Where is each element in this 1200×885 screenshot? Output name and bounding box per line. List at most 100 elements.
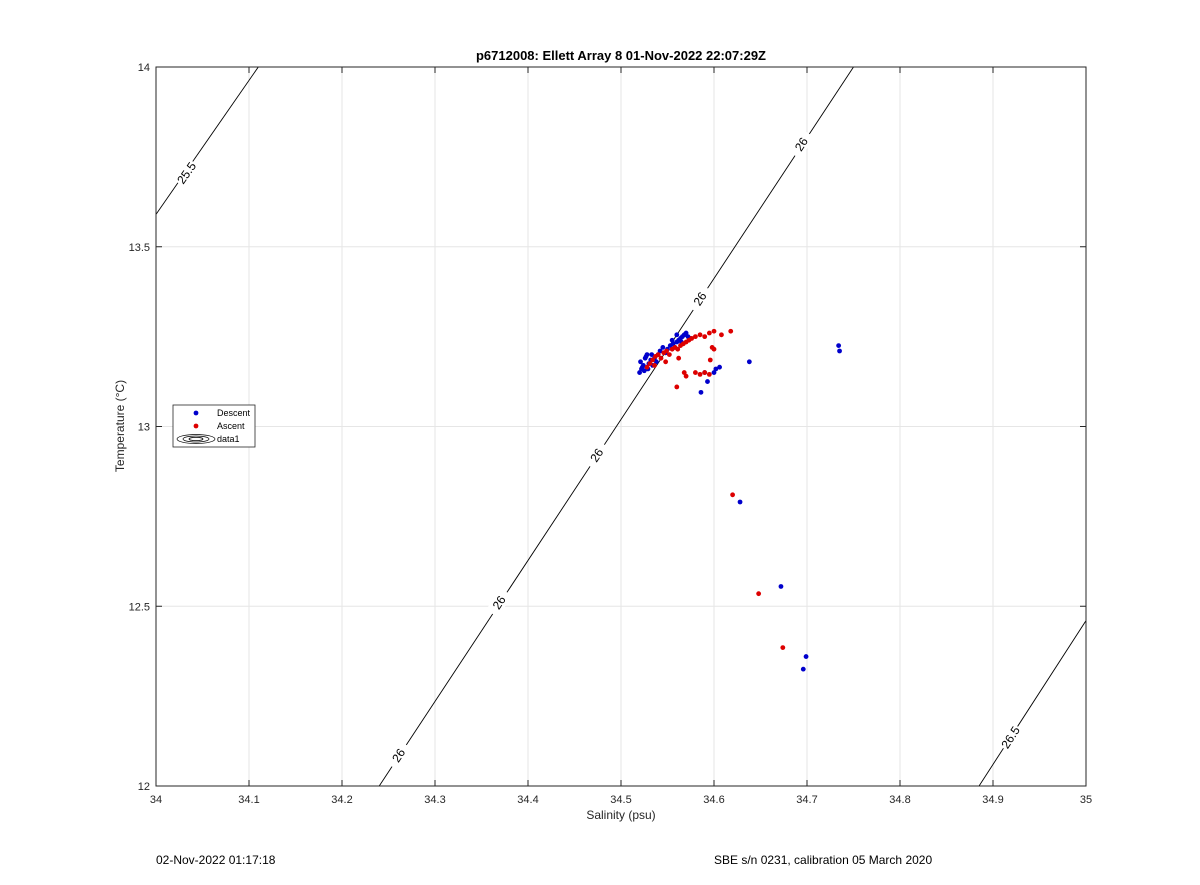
legend: Descent Ascent data1	[172, 404, 256, 448]
data-point-ascent	[711, 346, 717, 352]
data-point-ascent	[658, 355, 664, 361]
data-point-descent	[746, 359, 752, 365]
data-point-ascent	[652, 362, 657, 368]
x-axis-label: Salinity (psu)	[586, 808, 655, 822]
contour-label-background	[385, 740, 412, 771]
contour-line-26	[378, 67, 854, 786]
legend-box	[172, 404, 256, 448]
data-point-descent	[638, 359, 643, 365]
y-tick-label: 13.5	[129, 242, 150, 254]
contour-label-background	[583, 440, 610, 470]
data-point-ascent	[730, 492, 735, 498]
x-tick-label: 35	[1080, 794, 1092, 806]
data-point-ascent	[697, 371, 703, 377]
data-point-ascent	[697, 332, 703, 338]
x-tick-label: 34.3	[424, 794, 445, 806]
data-point-descent	[670, 341, 676, 347]
legend-marker-ascent	[193, 423, 199, 429]
data-point-descent	[705, 379, 710, 384]
data-point-ascent	[681, 370, 687, 375]
data-point-descent	[657, 348, 663, 354]
x-tick-label: 34.5	[610, 794, 631, 806]
data-point-descent	[649, 352, 655, 357]
data-point-descent	[803, 654, 809, 659]
data-point-ascent	[647, 361, 653, 366]
x-tick-label: 34.2	[331, 794, 352, 806]
data-point-ascent	[693, 370, 698, 375]
data-point-descent	[641, 368, 647, 374]
data-point-descent	[837, 348, 842, 354]
contour-line-25-5	[156, 67, 259, 215]
data-point-descent	[653, 359, 659, 365]
data-point-ascent	[644, 364, 650, 370]
data-point-descent	[643, 353, 649, 359]
x-tick-label: 34.7	[796, 794, 817, 806]
x-tick-label: 34.9	[982, 794, 1003, 806]
footer-calibration: SBE s/n 0231, calibration 05 March 2020	[714, 853, 933, 867]
data-point-descent	[660, 345, 666, 350]
data-point-ascent	[676, 355, 682, 361]
y-tick-label: 14	[138, 62, 150, 74]
x-tick-label: 34.6	[703, 794, 724, 806]
data-point-ascent	[702, 370, 708, 375]
data-point-descent	[713, 366, 719, 372]
data-point-descent	[674, 332, 680, 338]
data-point-descent	[717, 364, 722, 370]
data-point-ascent	[702, 334, 708, 340]
legend-label-data1: data1	[217, 434, 240, 444]
y-tick-label: 12	[138, 781, 150, 793]
data-point-ascent	[663, 359, 669, 365]
chart-title: p6712008: Ellett Array 8 01-Nov-2022 22:…	[476, 48, 766, 63]
legend-marker-descent	[193, 410, 199, 416]
density-contours	[156, 67, 1086, 786]
data-point-ascent	[780, 645, 786, 650]
legend-label-ascent: Ascent	[217, 421, 245, 431]
x-tick-label: 34.1	[238, 794, 259, 806]
legend-label-descent: Descent	[217, 408, 251, 418]
data-points	[637, 328, 842, 672]
contour-label-background	[173, 158, 200, 188]
y-tick-label: 12.5	[129, 601, 150, 613]
data-point-ascent	[711, 328, 717, 334]
contour-label-background	[788, 129, 815, 159]
data-point-ascent	[706, 371, 712, 377]
data-point-ascent	[683, 373, 689, 379]
data-point-descent	[698, 389, 704, 395]
data-point-ascent	[689, 336, 695, 341]
data-point-descent	[737, 499, 743, 505]
contour-line-26-5	[978, 620, 1086, 786]
footer-timestamp: 02-Nov-2022 01:17:18	[156, 853, 276, 867]
data-point-ascent	[707, 357, 713, 363]
data-point-descent	[836, 343, 842, 349]
data-point-ascent	[706, 330, 712, 336]
data-point-descent	[639, 364, 645, 370]
y-axis-label: Temperature (°C)	[113, 380, 127, 472]
x-tick-label: 34.4	[517, 794, 538, 806]
data-point-ascent	[655, 352, 661, 357]
data-point-ascent	[756, 591, 762, 597]
data-point-ascent	[650, 357, 656, 363]
data-point-descent	[669, 337, 675, 343]
x-tick-label: 34	[150, 794, 162, 806]
data-point-ascent	[719, 332, 724, 338]
contour-label-background	[486, 587, 513, 618]
axis-ticks: 34 34.1 34.2 34.3 34.4 34.5 34.6 34.7 34.8 34.9 35…	[129, 62, 1093, 806]
data-point-ascent	[675, 346, 681, 352]
contour-label-background	[997, 722, 1024, 753]
data-point-descent	[800, 666, 806, 672]
legend-marker-contour-icon	[176, 434, 216, 444]
data-point-ascent	[728, 328, 734, 334]
series-ascent	[644, 328, 786, 650]
data-point-descent	[711, 370, 717, 375]
data-point-ascent	[674, 384, 680, 390]
data-point-descent	[683, 330, 689, 336]
x-tick-label: 34.8	[889, 794, 910, 806]
data-point-descent	[778, 584, 784, 589]
data-point-ascent	[664, 348, 669, 354]
grid-lines	[156, 67, 1086, 786]
data-point-descent	[637, 370, 642, 375]
contour-label-background	[687, 284, 714, 314]
data-point-ascent	[693, 334, 698, 340]
y-tick-label: 13	[138, 422, 150, 434]
